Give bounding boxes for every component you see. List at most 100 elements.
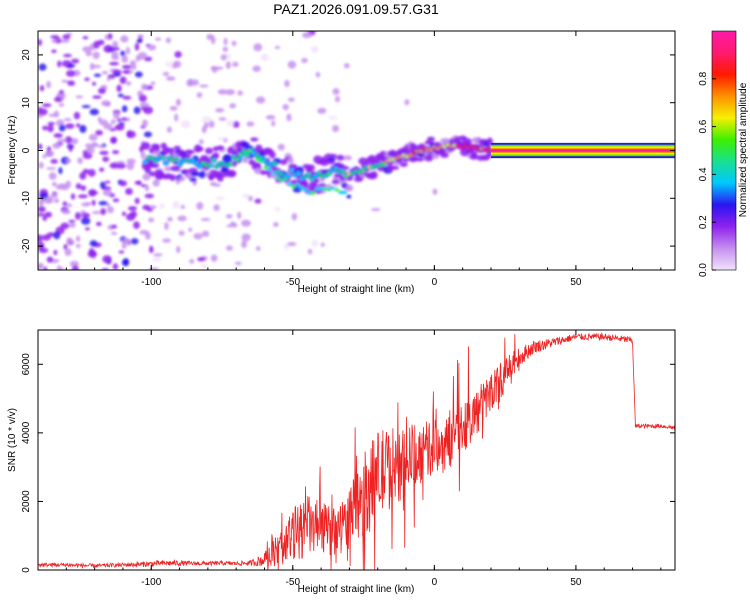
spectrogram-noise-blob: [320, 242, 325, 247]
spectrogram-noise-blob: [53, 231, 61, 240]
spectrogram-halo-blob: [240, 141, 250, 148]
spectrogram-noise-blob: [232, 121, 240, 128]
spectrogram-noise-blob: [58, 89, 65, 95]
snr-ylabel: SNR (10 * v/v): [7, 408, 18, 472]
spectrogram-branch-blob: [318, 186, 324, 191]
spectrogram-noise-blob: [69, 222, 76, 228]
spectrogram-noise-blob: [217, 137, 226, 141]
spectrogram-noise-blob: [144, 193, 154, 199]
spectrogram-halo-blob: [426, 136, 435, 142]
spectrogram-noise-blob: [75, 243, 81, 249]
spectrogram-ridge-core: [333, 166, 339, 171]
spectrogram-noise-blob: [370, 208, 381, 212]
spectrogram-noise-blob: [103, 44, 114, 53]
spectrogram-noise-blob: [162, 238, 172, 243]
spectrogram-noise-blob: [57, 60, 62, 68]
spectrogram-noise-blob: [140, 184, 147, 188]
spectrogram-noise-blob: [113, 72, 121, 77]
spectrogram-noise-blob: [169, 105, 178, 111]
spectrogram-noise-blob: [53, 110, 60, 118]
spectrogram-noise-blob: [85, 227, 90, 231]
snr-series-line: [38, 332, 675, 570]
spectrogram-noise-blob: [142, 204, 151, 211]
spectrogram-noise-blob: [38, 143, 43, 150]
spectrogram-ridge-core: [486, 147, 491, 151]
spectrogram-noise-blob: [145, 231, 151, 240]
spectrogram-noise-blob: [86, 146, 95, 155]
spectrogram-noise-blob: [53, 249, 58, 256]
spectrogram-noise-blob: [113, 111, 120, 119]
spectrogram-noise-blob: [122, 70, 131, 74]
spectrogram-noise-blob: [38, 234, 43, 242]
spectrogram-noise-blob: [230, 221, 236, 227]
spectrogram-ridge-core: [360, 168, 366, 173]
spectrogram-noise-blob: [46, 81, 52, 89]
spectrogram-noise-blob: [62, 201, 68, 207]
spectrogram-noise-blob: [84, 77, 90, 82]
spectrogram-noise-blob: [343, 63, 350, 69]
spectrogram-noise-blob: [231, 40, 237, 46]
spectrogram-carrier-band: [490, 150, 675, 151]
spectrogram-noise-blob: [71, 59, 80, 64]
spectrogram-halo-blob: [190, 171, 200, 177]
spectrogram-branch-blob: [302, 188, 308, 192]
spectrogram-noise-blob: [58, 124, 66, 132]
spectrogram-halo-blob: [186, 149, 195, 154]
spectrogram-halo-blob: [318, 183, 327, 188]
spectrogram-noise-blob: [77, 194, 88, 199]
spectrogram-halo-blob: [390, 165, 400, 170]
spectrogram-xtick-label: -100: [141, 277, 161, 288]
spectrogram-noise-blob: [201, 125, 207, 134]
spectrogram-noise-blob: [332, 88, 340, 95]
spectrogram-noise-blob: [147, 44, 157, 51]
spectrogram-noise-blob: [75, 235, 81, 243]
spectrogram-noise-blob: [134, 71, 143, 78]
spectrogram-noise-blob: [38, 247, 49, 254]
spectrogram-noise-blob: [99, 181, 106, 189]
spectrogram-noise-blob: [101, 70, 109, 75]
spectrogram-noise-blob: [134, 197, 140, 205]
spectrogram-noise-blob: [206, 34, 213, 40]
spectrogram-halo-blob: [440, 152, 449, 158]
spectrogram-noise-blob: [133, 221, 140, 230]
spectrogram-ridge-core: [214, 164, 220, 169]
spectrogram-noise-blob: [109, 162, 118, 169]
spectrogram-noise-blob: [287, 97, 295, 102]
spectrogram-noise-blob: [134, 42, 140, 51]
spectrogram-noise-blob: [87, 169, 96, 177]
spectrogram-noise-blob: [152, 179, 160, 187]
spectrogram-halo-blob: [164, 166, 173, 172]
spectrogram-halo-blob: [226, 169, 237, 178]
spectrogram-noise-blob: [82, 46, 92, 53]
spectrogram-noise-blob: [234, 261, 242, 266]
spectrogram-noise-blob: [121, 117, 127, 122]
spectrogram-noise-blob: [149, 245, 154, 254]
spectrogram-ridge-core: [150, 156, 155, 160]
spectrogram-halo-blob: [207, 173, 215, 180]
spectrogram-halo-blob: [358, 157, 368, 165]
spectrogram-noise-blob: [92, 51, 100, 60]
spectrogram-noise-blob: [282, 104, 289, 111]
spectrogram-noise-blob: [220, 54, 227, 61]
colorbar-tick-label: 0.4: [698, 167, 709, 181]
spectrogram-noise-blob: [136, 39, 143, 43]
spectrogram-noise-blob: [80, 185, 87, 191]
spectrogram-noise-blob: [137, 34, 144, 39]
colorbar-label: Normalized spectral amplitude: [738, 82, 749, 217]
spectrogram-ridge-core: [381, 162, 386, 166]
spectrogram-noise-blob: [180, 120, 191, 129]
spectrogram-noise-blob: [174, 113, 179, 122]
spectrogram-branch-blob: [338, 190, 344, 195]
spectrogram-ridge-core: [286, 174, 291, 178]
spectrogram-noise-blob: [254, 198, 262, 204]
spectrogram-noise-blob: [127, 206, 138, 211]
spectrogram-noise-blob: [102, 255, 112, 264]
spectrogram-noise-blob: [274, 45, 281, 49]
spectrogram-noise-blob: [123, 258, 129, 266]
spectrogram-noise-blob: [51, 39, 57, 43]
spectrogram-noise-blob: [57, 267, 65, 270]
spectrogram-noise-blob: [67, 80, 76, 86]
spectrogram-ylabel: Frequency (Hz): [7, 116, 18, 185]
spectrogram-noise-blob: [164, 222, 169, 231]
spectrogram-ridge-core: [163, 161, 169, 165]
